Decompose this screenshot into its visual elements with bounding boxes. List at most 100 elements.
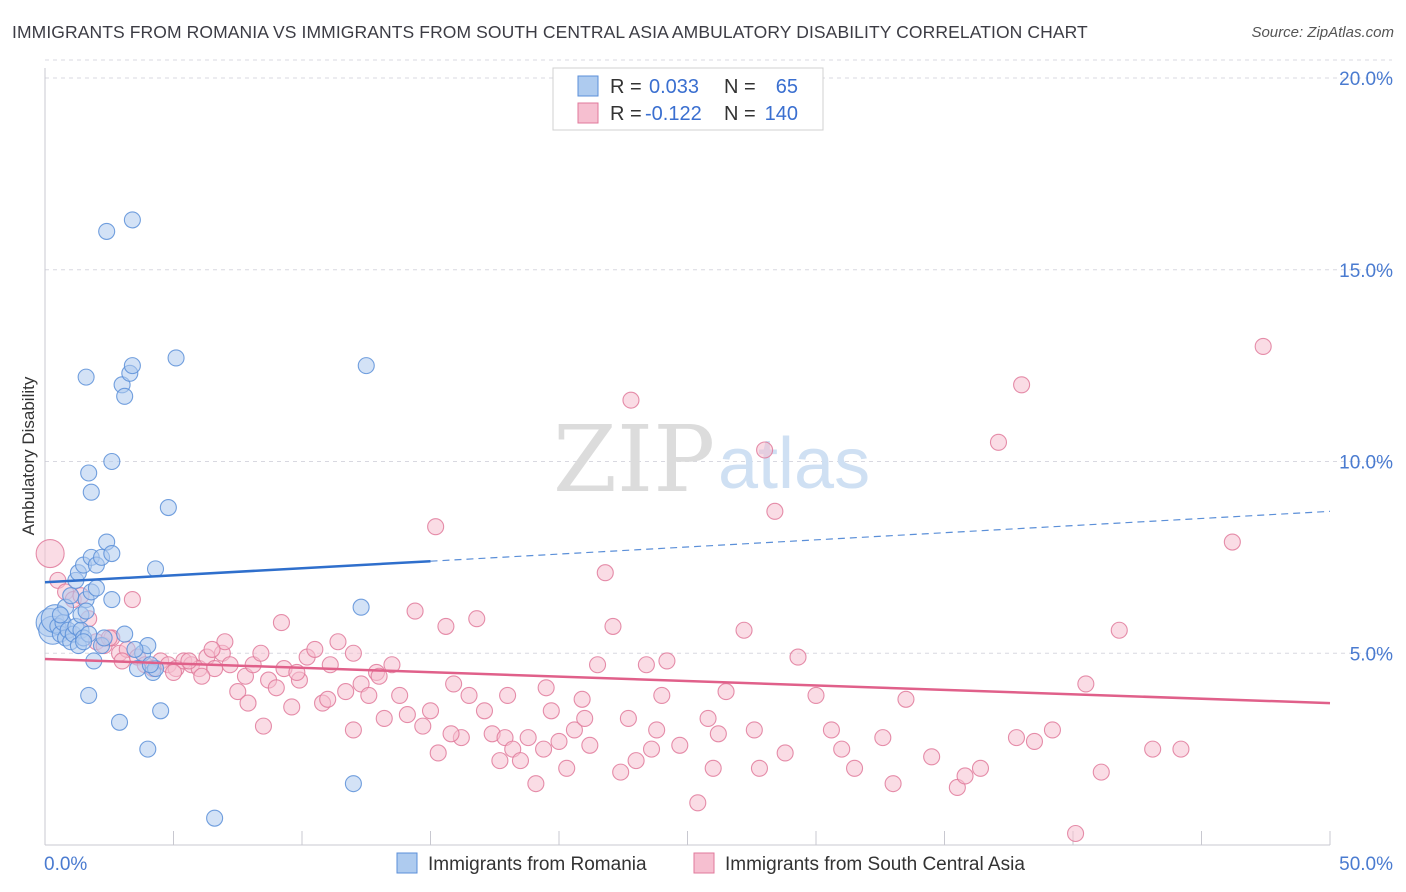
y-tick-label-2: 15.0%: [1339, 261, 1393, 282]
romania-point-28: [77, 602, 95, 620]
trend-lines: [44, 510, 1331, 705]
south-central-asia-point-32: [283, 698, 301, 716]
south-central-asia-point-65: [535, 740, 553, 758]
axes: [44, 68, 1331, 846]
y-tick-label-1: 10.0%: [1339, 453, 1393, 474]
south-central-asia-point-69: [565, 721, 583, 739]
south-central-asia-point-93: [845, 759, 864, 777]
south-central-asia-point-67: [550, 732, 568, 751]
south-central-asia-point-55: [460, 686, 478, 704]
series-south-central-asia-points: [35, 337, 1272, 843]
south-central-asia-point-68: [558, 759, 576, 777]
romania-point-58: [357, 357, 375, 375]
series-legend-label-south-central-asia: Immigrants from South Central Asia: [725, 854, 1025, 875]
south-central-asia-point-91: [789, 648, 807, 666]
south-central-asia-point-75: [612, 763, 630, 781]
south-central-asia-point-98: [956, 767, 974, 785]
south-central-asia-point-118: [344, 721, 362, 739]
south-central-asia-point-48: [406, 602, 424, 620]
south-central-asia-point-56: [468, 610, 486, 628]
romania-point-31: [95, 629, 113, 647]
south-central-asia-point-102: [1043, 721, 1061, 739]
south-central-asia-point-86: [735, 621, 753, 639]
romania-point-43: [139, 740, 157, 758]
romania-point-41: [141, 656, 159, 674]
south-central-asia-point-50: [421, 702, 440, 720]
south-central-asia-point-57: [475, 702, 494, 720]
romania-point-51: [98, 222, 116, 240]
y-tick-label-3: 20.0%: [1339, 69, 1393, 90]
south-central-asia-point-44: [375, 709, 393, 727]
south-central-asia-point-126: [833, 740, 851, 758]
romania-point-49: [167, 349, 185, 367]
y-tick-labels: 5.0% 10.0% 15.0% 20.0%: [1339, 69, 1393, 665]
south-central-asia-point-106: [1144, 740, 1162, 758]
south-central-asia-point-53: [445, 675, 463, 693]
romania-point-63: [103, 591, 121, 609]
chart-title: IMMIGRANTS FROM ROMANIA VS IMMIGRANTS FR…: [12, 22, 1088, 42]
legend-n-label-south-central-asia: N =: [724, 103, 756, 125]
romania-point-44: [206, 809, 224, 827]
south-central-asia-point-133: [319, 690, 337, 708]
romania-point-34: [80, 686, 98, 704]
south-central-asia-point-136: [254, 717, 273, 735]
legend-swatch-south-central-asia: [577, 102, 599, 124]
series-legend-label-romania: Immigrants from Romania: [428, 854, 647, 875]
south-central-asia-point-90: [776, 744, 794, 762]
south-central-asia-point-123: [709, 725, 727, 743]
south-central-asia-point-66: [542, 702, 560, 720]
south-central-asia-point-49: [414, 717, 432, 735]
south-central-asia-point-104: [1077, 675, 1095, 693]
south-central-asia-point-73: [596, 564, 614, 582]
south-central-asia-point-77: [627, 752, 645, 770]
south-central-asia-point-127: [897, 690, 915, 708]
south-central-asia-point-85: [717, 683, 735, 701]
south-central-asia-point-47: [398, 706, 416, 724]
source-credit: Source: ZipAtlas.com: [1251, 24, 1394, 41]
south-central-asia-point-70: [573, 690, 591, 708]
south-central-asia-point-99: [971, 759, 990, 777]
south-central-asia-point-92: [822, 721, 840, 739]
romania-point-32: [116, 625, 134, 643]
south-central-asia-point-124: [750, 759, 769, 777]
legend-r-value-south-central-asia: -0.122: [645, 103, 702, 125]
south-central-asia-point-83: [699, 709, 717, 727]
south-central-asia-point-38: [329, 633, 347, 651]
south-central-asia-point-72: [588, 656, 607, 674]
south-central-asia-point-113: [203, 640, 221, 658]
south-central-asia-point-112: [216, 633, 234, 651]
watermark-zip: ZIP: [553, 406, 715, 513]
trend-line-romania-extension: [430, 510, 1331, 562]
south-central-asia-point-0: [35, 538, 65, 569]
romania-point-54: [82, 483, 100, 501]
south-central-asia-point-101: [1013, 376, 1031, 394]
south-central-asia-point-129: [1025, 732, 1043, 751]
romania-point-62: [51, 606, 69, 624]
x-tick-label-0: 0.0%: [44, 854, 87, 875]
romania-point-26: [87, 579, 105, 597]
south-central-asia-point-80: [658, 652, 676, 670]
south-central-asia-point-139: [642, 740, 661, 758]
south-central-asia-point-125: [807, 686, 825, 704]
south-central-asia-point-103: [1067, 824, 1085, 843]
south-central-asia-point-42: [360, 686, 378, 704]
south-central-asia-point-137: [193, 667, 211, 685]
south-central-asia-point-39: [337, 683, 355, 701]
south-central-asia-point-74: [604, 617, 622, 635]
south-central-asia-point-107: [1223, 533, 1241, 551]
romania-point-53: [80, 464, 98, 482]
south-central-asia-point-105: [1092, 763, 1110, 781]
south-central-asia-point-78: [637, 656, 655, 674]
legend-r-label-romania: R =: [610, 76, 642, 98]
south-central-asia-point-35: [306, 640, 324, 658]
south-central-asia-point-11: [123, 591, 141, 609]
y-tick-label-0: 5.0%: [1350, 644, 1393, 665]
south-central-asia-point-138: [239, 694, 257, 712]
series-legend-swatch-south-central-asia: [693, 852, 715, 874]
south-central-asia-point-115: [164, 663, 183, 681]
south-central-asia-point-95: [884, 775, 902, 793]
romania-point-55: [103, 452, 121, 471]
south-central-asia-point-40: [344, 644, 362, 662]
south-central-asia-point-52: [437, 617, 455, 635]
